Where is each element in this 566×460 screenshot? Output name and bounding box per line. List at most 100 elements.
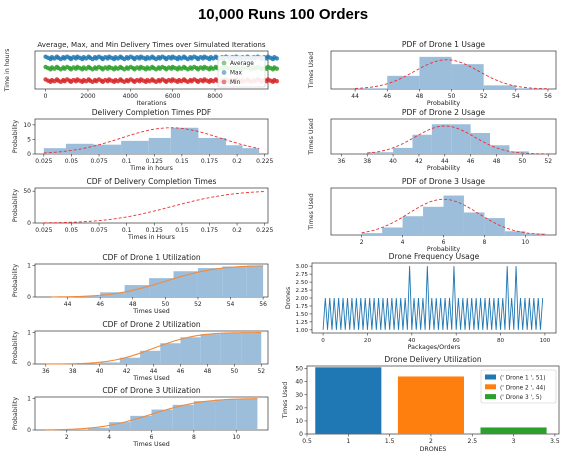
y-tick-label: 1.75 — [296, 304, 309, 310]
drone1-cdf-chart: CDF of Drone 1 Utilization 44 46 48 50 52 54 56… — [12, 253, 269, 315]
y-tick-label: 2.75 — [296, 272, 309, 278]
legend-marker — [221, 79, 227, 85]
x-tick-label: 2 — [65, 434, 69, 441]
x-tick-label: 54 — [227, 301, 235, 308]
histogram-bar — [361, 233, 383, 235]
legend-marker — [221, 60, 227, 66]
x-tick-label: 44 — [150, 368, 158, 375]
pdf-curve — [43, 127, 260, 154]
y-tick-label: 0 — [27, 220, 31, 227]
legend-label: (' Drone 2 ', 44) — [500, 385, 546, 391]
chart-title: PDF of Drone 3 Usage — [402, 177, 486, 186]
y-tick-label: 1.50 — [296, 312, 309, 318]
x-tick-label: 0.225 — [256, 158, 273, 165]
histogram-bar — [419, 56, 452, 89]
x-tick-label: 0.5 — [302, 438, 312, 445]
x-tick-label: 8 — [192, 434, 196, 441]
histogram-bar — [193, 401, 216, 430]
y-tick-label: 10 — [23, 122, 31, 129]
drone3-cdf-chart: CDF of Drone 3 Utilization 2 4 6 8 10 0 1 Times … — [12, 386, 269, 448]
histogram-bar — [198, 137, 227, 154]
x-tick-label: 36 — [338, 158, 346, 165]
y-tick-label: 0 — [27, 151, 31, 158]
legend-swatch — [485, 374, 496, 380]
histogram-bar — [355, 88, 388, 89]
x-tick-label: 4 — [107, 434, 111, 441]
x-tick-label: 4 — [401, 239, 405, 246]
x-tick-label: 36 — [42, 368, 50, 375]
legend-label: Average — [230, 61, 254, 67]
delivery-times-chart: Average, Max, and Min Delivery Times ove… — [4, 40, 280, 107]
x-tick-label: 0.1 — [122, 227, 132, 234]
x-tick-label: 2000 — [80, 93, 95, 100]
chart-title: CDF of Drone 2 Utilization — [102, 320, 200, 329]
completion-cdf-chart: CDF of Delivery Completion Times 0.025 0.0… — [12, 177, 273, 241]
y-tick-label: 50 — [295, 366, 303, 373]
completion-pdf-chart: Delivery Completion Times PDF 0.025 0.05 0.… — [12, 108, 273, 172]
y-tick-label: 0 — [27, 361, 31, 368]
y-axis-label: Times Used — [308, 118, 315, 155]
histogram-bar — [43, 148, 66, 154]
x-tick-label: 1 — [346, 438, 350, 445]
chart-title: PDF of Drone 1 Usage — [402, 40, 486, 49]
x-tick-label: 48 — [129, 301, 137, 308]
x-tick-label: 100 — [540, 338, 551, 344]
x-tick-label: 0.2 — [232, 158, 242, 165]
x-tick-label: 0.125 — [146, 227, 163, 234]
legend-box — [480, 369, 557, 404]
histogram-bar — [172, 404, 194, 430]
x-tick-label: 46 — [177, 368, 185, 375]
drone3-pdf-chart: PDF of Drone 3 Usage 2 4 6 8 10 Probability Tim… — [308, 177, 557, 253]
x-tick-label: 6 — [150, 434, 154, 441]
x-tick-label: 0.025 — [35, 158, 52, 165]
histogram-bar — [121, 140, 149, 154]
x-tick-label: 0.175 — [201, 227, 218, 234]
x-tick-label: 56 — [544, 93, 552, 100]
legend-label: Min — [230, 80, 241, 86]
histogram-bar — [109, 422, 131, 430]
histogram-bar — [140, 350, 161, 364]
x-axis-label: Times Used — [132, 308, 169, 315]
histogram-bar — [222, 266, 247, 297]
scatter-point — [274, 56, 280, 61]
x-tick-label: 50 — [162, 301, 170, 308]
cdf-curve — [51, 265, 264, 298]
x-tick-label: 40 — [96, 368, 104, 375]
x-axis-label: Times in Hours — [127, 234, 175, 241]
y-tick-label: 50 — [23, 188, 31, 195]
y-tick-label: 10 — [295, 418, 303, 425]
drone-frequency-chart: Drone Frequency Usage 0 20 40 60 80 100 1.00 1.2… — [285, 252, 557, 351]
scatter-series — [43, 54, 280, 62]
x-axis-label: Packages/Orders — [408, 344, 461, 351]
x-tick-label: 0.2 — [232, 227, 242, 234]
x-tick-label: 40 — [389, 158, 397, 165]
y-tick-label: 2.25 — [296, 288, 309, 294]
x-tick-label: 50 — [519, 158, 527, 165]
legend-box — [217, 55, 266, 88]
x-tick-label: 2 — [429, 438, 433, 445]
x-tick-label: 44 — [64, 301, 72, 308]
x-tick-label: 56 — [259, 301, 267, 308]
histogram-bar — [423, 206, 444, 235]
histogram-bar — [367, 152, 394, 154]
drone2-cdf-chart: CDF of Drone 2 Utilization 36 38 40 42 44 46 48… — [12, 320, 269, 382]
x-tick-label: 54 — [512, 93, 520, 100]
x-axis-label: Times Used — [132, 375, 169, 382]
y-axis-label: Times Used — [308, 52, 315, 89]
histogram-bar — [393, 147, 413, 154]
histogram-bar — [87, 427, 110, 430]
pdf-curve — [355, 59, 548, 90]
legend-label: (' Drone 3 ', 5) — [500, 395, 542, 401]
y-tick-label: 1.25 — [296, 320, 309, 326]
histogram-bar — [463, 212, 485, 235]
histogram-bar — [525, 233, 546, 235]
x-tick-label: 0 — [44, 93, 48, 100]
drone-delivery-chart: Drone Delivery Utilization 0.5 1 1.5 2 2.5 3 3.… — [282, 355, 560, 453]
histogram-bar — [431, 124, 452, 154]
y-tick-label: 0 — [27, 294, 31, 301]
x-tick-label: 42 — [415, 158, 423, 165]
chart-title: CDF of Delivery Completion Times — [86, 177, 216, 186]
histogram-bar — [470, 133, 491, 154]
x-axis-label: Probability — [427, 100, 461, 107]
legend-swatch — [485, 394, 496, 400]
